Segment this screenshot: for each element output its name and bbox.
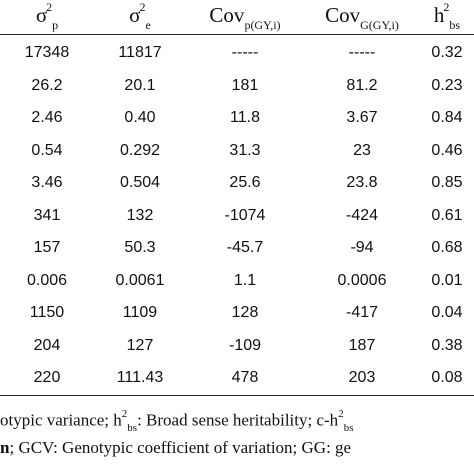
table-row: 2.46 0.40 11.8 3.67 0.84 bbox=[0, 102, 474, 135]
table-cell: 50.3 bbox=[124, 239, 156, 257]
header-genotypic-covariance: CovG(GY,i) bbox=[304, 0, 420, 35]
table-cell: 20.1 bbox=[124, 76, 156, 94]
table-cell: 187 bbox=[348, 336, 376, 354]
table-cell: 0.292 bbox=[119, 141, 161, 159]
table-cell: 157 bbox=[33, 239, 61, 257]
table-cell: 478 bbox=[186, 362, 304, 396]
variance-table: σ2p σ2e Covp(GY,i) CovG(GY,i) h2bs 17348… bbox=[0, 0, 474, 396]
table-cell: ----- bbox=[231, 44, 259, 62]
table-cell: 220 bbox=[0, 362, 94, 396]
table-cell: 0.0061 bbox=[115, 271, 165, 289]
table-row: 341 132 -1074 -424 0.61 bbox=[0, 200, 474, 233]
table-cell: -1074 bbox=[224, 206, 266, 224]
table-cell: 3.46 bbox=[31, 174, 63, 192]
table-header-row: σ2p σ2e Covp(GY,i) CovG(GY,i) h2bs bbox=[0, 0, 474, 35]
table-cell: 0.40 bbox=[124, 109, 156, 127]
table-cell: 1150 bbox=[29, 304, 65, 322]
table-cell: 341 bbox=[33, 206, 61, 224]
table-cell: 0.08 bbox=[420, 362, 474, 396]
table-body: 17348 11817 ----- ----- 0.32 26.2 20.1 181 81.2 0… bbox=[0, 35, 474, 396]
table-cell: 0.46 bbox=[431, 141, 463, 159]
table-cell: 0.504 bbox=[119, 174, 161, 192]
table-cell: 204 bbox=[33, 336, 61, 354]
table-row: 204 127 -109 187 0.38 bbox=[0, 330, 474, 363]
table-cell: 11.8 bbox=[230, 109, 260, 127]
table-cell: -45.7 bbox=[226, 239, 264, 257]
table-cell: 0.38 bbox=[431, 336, 463, 354]
table-cell: 0.32 bbox=[431, 44, 463, 62]
table-cell: -94 bbox=[350, 239, 374, 257]
table-cell: 17348 bbox=[24, 44, 70, 62]
table-cell: 0.68 bbox=[431, 239, 463, 257]
table-footnotes: otypic variance; h2bs: Broad sense herit… bbox=[0, 400, 474, 464]
table-cell: 181 bbox=[231, 76, 259, 94]
table-row: 26.2 20.1 181 81.2 0.23 bbox=[0, 70, 474, 103]
table-cell: 127 bbox=[126, 336, 154, 354]
table-cell: 0.04 bbox=[431, 304, 463, 322]
table-row: 17348 11817 ----- ----- 0.32 bbox=[0, 35, 474, 70]
table-cell: 0.006 bbox=[26, 271, 68, 289]
table-cell: 0.0006 bbox=[337, 271, 387, 289]
table-cell: 2.46 bbox=[31, 109, 63, 127]
data-table-container: σ2p σ2e Covp(GY,i) CovG(GY,i) h2bs 17348… bbox=[0, 0, 474, 396]
table-cell: 0.23 bbox=[431, 76, 463, 94]
table-cell: 0.85 bbox=[431, 174, 463, 192]
table-row: 3.46 0.504 25.6 23.8 0.85 bbox=[0, 167, 474, 200]
header-phenotypic-variance: σ2p bbox=[0, 0, 94, 35]
table-cell: 111.43 bbox=[94, 362, 186, 396]
table-row: 1150 1109 128 -417 0.04 bbox=[0, 297, 474, 330]
table-cell: 1109 bbox=[122, 304, 158, 322]
table-cell: 26.2 bbox=[31, 76, 63, 94]
table-cell: 11817 bbox=[118, 44, 162, 62]
table-cell: -417 bbox=[345, 304, 379, 322]
table-cell: 81.2 bbox=[346, 76, 378, 94]
table-cell: 0.61 bbox=[431, 206, 463, 224]
table-row: 0.54 0.292 31.3 23 0.46 bbox=[0, 135, 474, 168]
table-cell: 1.1 bbox=[233, 271, 257, 289]
header-environmental-variance: σ2e bbox=[94, 0, 186, 35]
table-cell: 132 bbox=[126, 206, 154, 224]
table-cell: -424 bbox=[345, 206, 379, 224]
table-cell: 128 bbox=[231, 304, 259, 322]
table-cell: 25.6 bbox=[229, 174, 261, 192]
table-cell: 203 bbox=[304, 362, 420, 396]
header-phenotypic-covariance: Covp(GY,i) bbox=[186, 0, 304, 35]
table-row: 220 111.43 478 203 0.08 bbox=[0, 362, 474, 396]
table-row: 0.006 0.0061 1.1 0.0006 0.01 bbox=[0, 265, 474, 298]
table-cell: 31.3 bbox=[229, 141, 261, 159]
footnote-line-2: n; GCV: Genotypic coefficient of variati… bbox=[0, 438, 352, 457]
table-cell: ----- bbox=[348, 44, 376, 62]
table-cell: 23.8 bbox=[346, 174, 378, 192]
table-cell: 0.01 bbox=[431, 271, 463, 289]
table-cell: 0.84 bbox=[431, 109, 463, 127]
table-cell: 23 bbox=[353, 141, 371, 159]
footnote-line-1: otypic variance; h2bs: Broad sense herit… bbox=[0, 408, 354, 432]
header-heritability: h2bs bbox=[420, 0, 474, 35]
table-row: 157 50.3 -45.7 -94 0.68 bbox=[0, 232, 474, 265]
table-cell: 3.67 bbox=[346, 109, 378, 127]
table-cell: 0.54 bbox=[31, 141, 63, 159]
table-cell: -109 bbox=[228, 336, 262, 354]
